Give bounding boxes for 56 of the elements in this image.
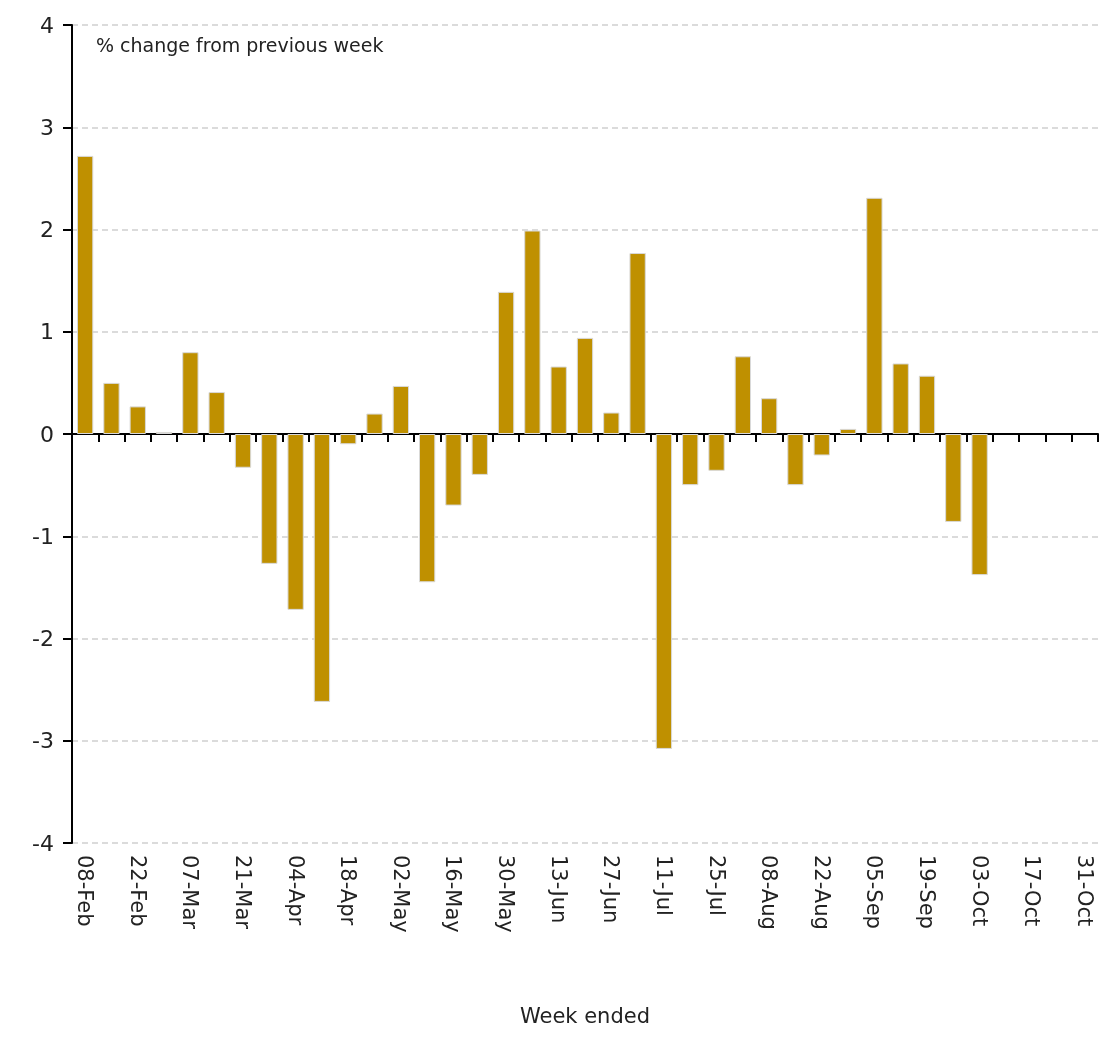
y-tick-label: -4 [32, 830, 54, 856]
bar [261, 434, 278, 564]
y-tick-label: 3 [40, 114, 54, 140]
bar [366, 413, 383, 434]
bar [839, 428, 857, 434]
bar [945, 434, 962, 522]
bar [708, 434, 725, 471]
x-tick-label: 27-Jun [599, 855, 624, 924]
x-tick-label: 30-May [494, 855, 519, 933]
x-tick-label: 13-Jun [546, 855, 571, 924]
x-tick-label: 05-Sep [862, 855, 887, 929]
y-tick-label: 1 [40, 319, 54, 345]
text: % change from previous week [96, 33, 384, 56]
bar [682, 434, 699, 486]
x-tick-label: 03-Oct [967, 855, 992, 927]
bar [471, 434, 488, 475]
x-tick-label: 02-May [388, 855, 413, 933]
x-tick-label: 16-May [441, 855, 466, 933]
bar [392, 385, 409, 434]
bar [208, 392, 225, 434]
bar [918, 375, 936, 434]
x-tick-label: 22-Feb [125, 855, 150, 927]
y-tick-label: 0 [40, 421, 54, 447]
y-tick-label: 2 [40, 217, 54, 242]
bar [550, 366, 567, 434]
x-tick-label: 04-Apr [283, 855, 308, 926]
y-tick-label: -2 [32, 626, 54, 651]
x-tick-label: 31-Oct [1072, 855, 1097, 927]
bar [787, 434, 804, 486]
x-tick-label: 07-Mar [178, 855, 203, 930]
bar [340, 434, 357, 445]
y-tick-label: -1 [32, 523, 54, 549]
bar [129, 406, 146, 434]
bar [103, 382, 120, 434]
x-tick-label: 19-Sep [915, 855, 939, 929]
x-tick-label: 08-Aug [757, 855, 782, 930]
x-tick-label: 17-Oct [1020, 855, 1045, 927]
bar [576, 337, 594, 434]
bar [445, 434, 462, 506]
bar [813, 434, 830, 456]
x-tick-label: 25-Jul [704, 855, 729, 916]
bar [761, 398, 778, 434]
bar [182, 352, 199, 434]
bar [734, 356, 751, 434]
x-tick-label: 21-Mar [231, 855, 255, 930]
x-tick-label: 18-Apr [336, 855, 361, 926]
x-axis-title: Week ended [519, 1003, 651, 1028]
y-tick-label: -3 [32, 728, 54, 754]
x-tick-label: 08-Feb [73, 855, 98, 927]
y-tick-label: 4 [40, 12, 54, 38]
x-tick-label: 11-Jul [651, 855, 676, 916]
bar [603, 412, 620, 434]
x-tick-label: 22-Aug [809, 855, 834, 930]
bar [234, 434, 252, 468]
bar [892, 363, 909, 434]
bar [971, 434, 988, 576]
